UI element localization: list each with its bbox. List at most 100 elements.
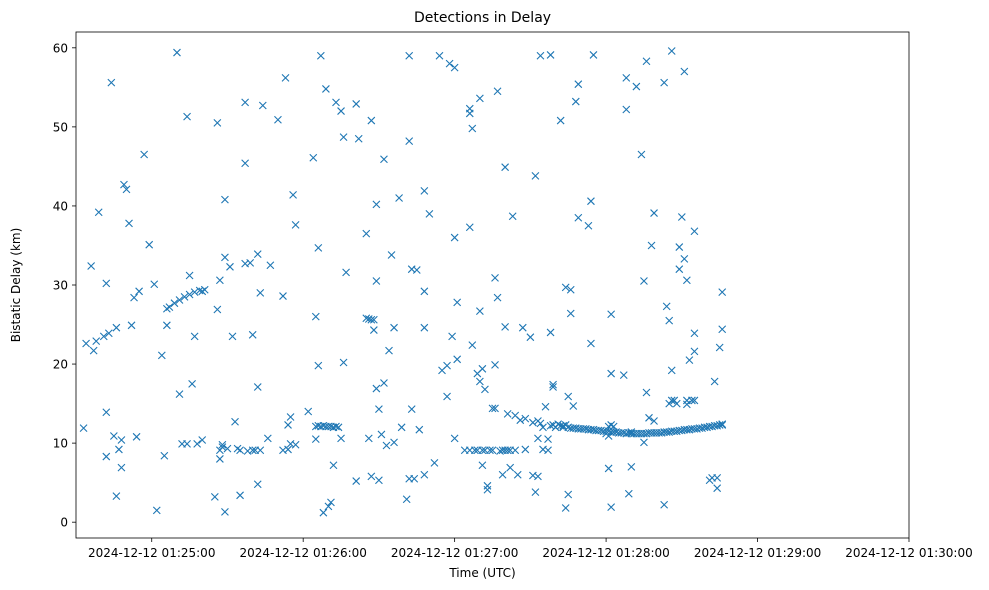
data-point-marker — [528, 418, 537, 427]
data-point-marker — [624, 489, 633, 498]
data-point-marker — [354, 134, 363, 143]
data-point-marker — [660, 500, 669, 509]
data-point-marker — [443, 361, 451, 370]
x-tick-label: 2024-12-12 01:25:00 — [88, 546, 215, 560]
data-point-marker — [173, 48, 181, 57]
data-point-marker — [92, 337, 101, 346]
y-tick-label: 40 — [53, 199, 68, 213]
data-point-marker — [574, 213, 583, 222]
data-point-marker — [511, 446, 520, 455]
data-point-marker — [501, 323, 510, 331]
data-point-marker — [642, 388, 651, 397]
data-point-marker — [690, 227, 699, 236]
x-tick-label: 2024-12-12 01:28:00 — [542, 546, 669, 560]
data-point-marker — [130, 293, 138, 302]
data-point-marker — [120, 180, 128, 189]
data-point-marker — [256, 289, 265, 297]
data-point-marker — [160, 451, 169, 460]
data-point-marker — [311, 435, 320, 444]
y-tick-label: 0 — [60, 516, 68, 530]
data-point-marker — [188, 379, 197, 388]
data-point-marker — [104, 329, 113, 338]
data-point-marker — [407, 405, 416, 414]
data-point-marker — [569, 402, 578, 410]
data-point-marker — [493, 87, 502, 96]
data-point-marker — [685, 356, 694, 364]
data-point-marker — [564, 392, 573, 401]
data-point-marker — [546, 51, 555, 59]
data-point-marker — [94, 208, 103, 217]
data-point-marker — [248, 446, 257, 455]
data-point-marker — [584, 221, 593, 230]
data-point-marker — [675, 265, 684, 274]
data-point-marker — [390, 438, 398, 447]
data-point-marker — [218, 440, 227, 449]
data-point-marker — [425, 209, 434, 218]
data-point-marker — [508, 212, 517, 221]
data-point-marker — [662, 302, 671, 311]
data-point-marker — [314, 361, 323, 370]
data-point-marker — [405, 51, 414, 60]
data-point-marker — [342, 268, 350, 277]
data-point-marker — [536, 419, 545, 428]
data-point-marker — [380, 379, 388, 387]
data-point-marker — [539, 423, 547, 432]
data-point-marker — [667, 396, 676, 405]
data-point-marker — [380, 155, 388, 164]
data-point-marker — [688, 396, 696, 405]
data-point-marker — [541, 402, 550, 411]
data-point-marker — [546, 421, 555, 430]
data-point-marker — [566, 285, 575, 294]
y-tick-label: 10 — [53, 437, 68, 451]
data-point-marker — [162, 321, 171, 330]
data-point-marker — [322, 85, 330, 93]
data-point-marker — [372, 384, 381, 393]
y-tick-label: 30 — [53, 279, 68, 293]
data-point-marker — [491, 404, 499, 413]
data-point-marker — [549, 380, 557, 389]
data-point-marker — [367, 315, 376, 324]
data-point-marker — [710, 377, 719, 386]
data-point-marker — [667, 47, 676, 55]
data-point-marker — [218, 443, 227, 451]
data-point-marker — [314, 243, 323, 252]
x-tick-label: 2024-12-12 01:29:00 — [694, 546, 821, 560]
data-point-marker — [332, 98, 340, 107]
data-point-marker — [564, 490, 573, 499]
data-point-marker — [682, 276, 691, 285]
chart-title: Detections in Delay — [414, 10, 551, 26]
data-point-marker — [677, 213, 686, 221]
data-point-marker — [117, 463, 126, 472]
data-point-marker — [135, 287, 143, 296]
data-point-marker — [127, 321, 136, 330]
data-point-marker — [566, 309, 575, 318]
data-point-marker — [115, 445, 123, 454]
data-point-marker — [682, 400, 691, 409]
data-point-marker — [475, 94, 484, 103]
data-point-marker — [246, 258, 255, 267]
data-point-marker — [157, 351, 166, 360]
data-point-marker — [364, 434, 373, 443]
data-point-marker — [672, 399, 681, 408]
data-point-marker — [367, 116, 376, 125]
data-point-marker — [640, 438, 648, 447]
data-point-marker — [311, 312, 320, 321]
data-point-marker — [248, 330, 257, 339]
data-point-marker — [375, 405, 383, 414]
data-point-marker — [544, 435, 552, 444]
data-point-marker — [372, 200, 381, 209]
data-point-marker — [236, 446, 244, 455]
x-tick-label: 2024-12-12 01:30:00 — [845, 546, 972, 560]
data-point-marker — [185, 290, 194, 299]
data-point-marker — [102, 279, 111, 288]
data-point-marker — [152, 506, 161, 515]
data-point-marker — [589, 51, 598, 59]
data-point-marker — [488, 404, 497, 413]
data-point-marker — [372, 277, 381, 285]
data-point-marker — [561, 283, 570, 292]
data-point-marker — [150, 280, 159, 289]
data-point-marker — [680, 255, 689, 263]
data-point-marker — [420, 470, 429, 479]
data-point-marker — [650, 209, 658, 217]
y-axis: 0 10 20 30 40 50 60 — [53, 41, 76, 530]
